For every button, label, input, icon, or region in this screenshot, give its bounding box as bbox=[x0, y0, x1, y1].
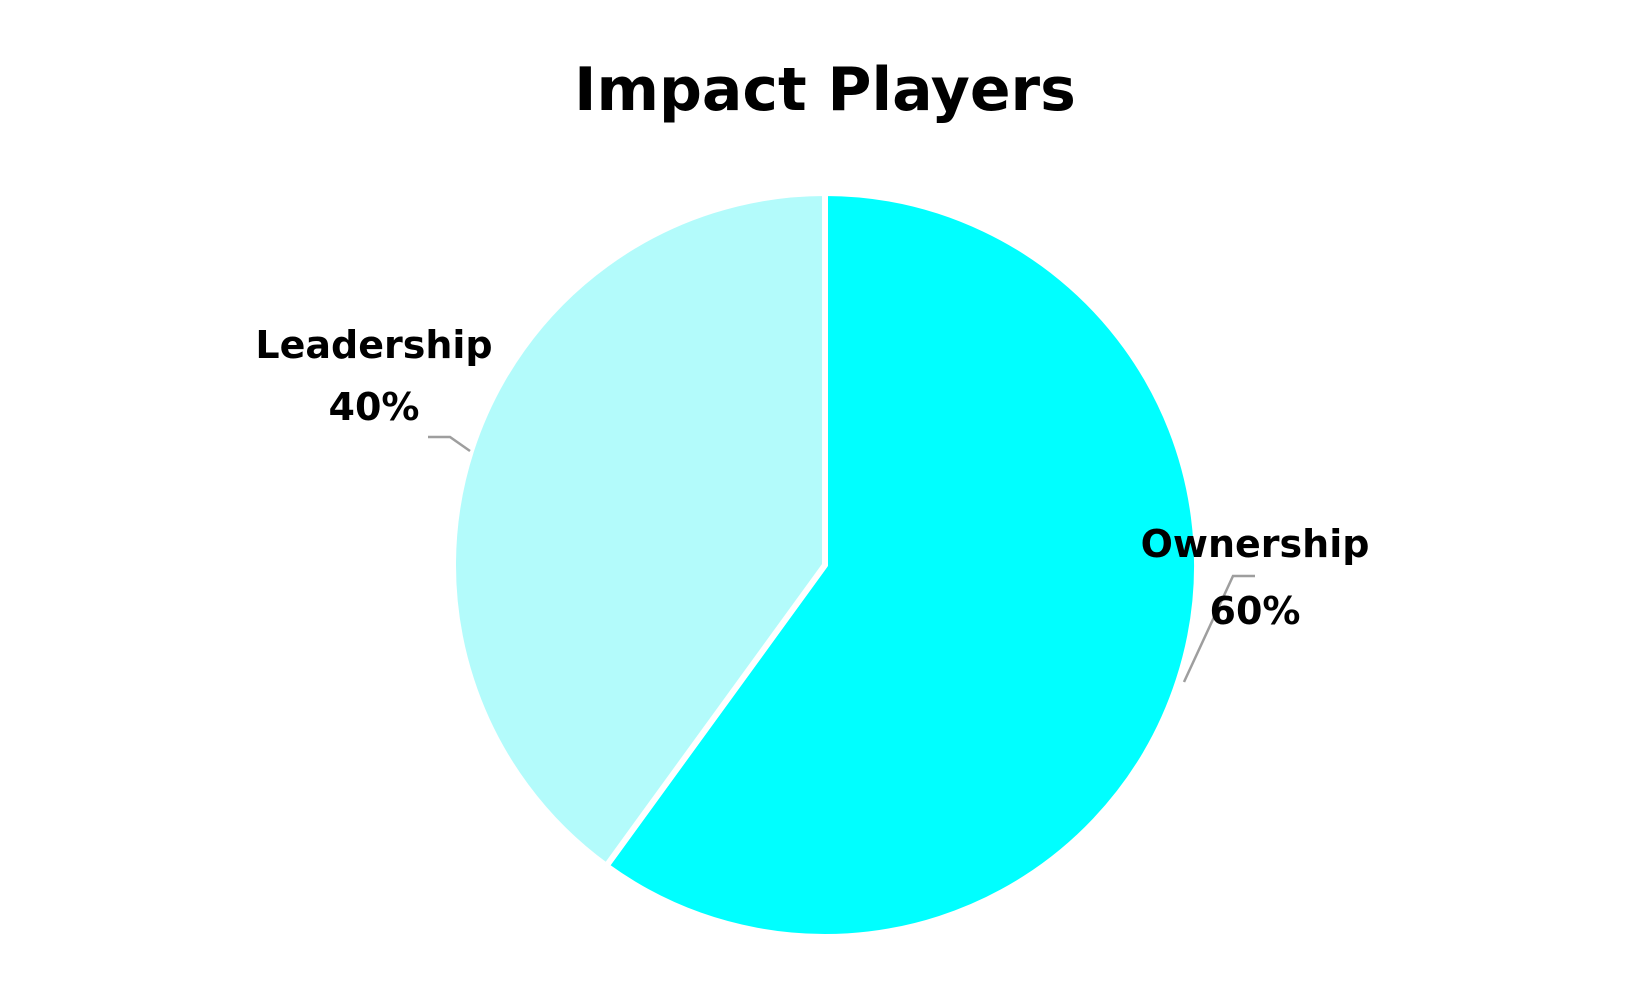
leader-line-leadership bbox=[428, 435, 471, 453]
slice-value-leadership: 40% bbox=[329, 385, 420, 429]
slice-label-leadership: Leadership bbox=[255, 323, 492, 367]
slice-value-ownership: 60% bbox=[1210, 589, 1301, 633]
pie-slice-leadership bbox=[450, 190, 828, 869]
leader-line-ownership bbox=[1182, 574, 1255, 683]
slice-label-ownership: Ownership bbox=[1141, 522, 1370, 566]
slice-labels: Ownership 60% Leadership 40% bbox=[255, 323, 1369, 633]
pie-slices bbox=[450, 190, 1200, 940]
chart-title: Impact Players bbox=[574, 55, 1076, 125]
pie-slice-ownership bbox=[603, 190, 1200, 940]
leader-lines bbox=[428, 435, 1255, 683]
